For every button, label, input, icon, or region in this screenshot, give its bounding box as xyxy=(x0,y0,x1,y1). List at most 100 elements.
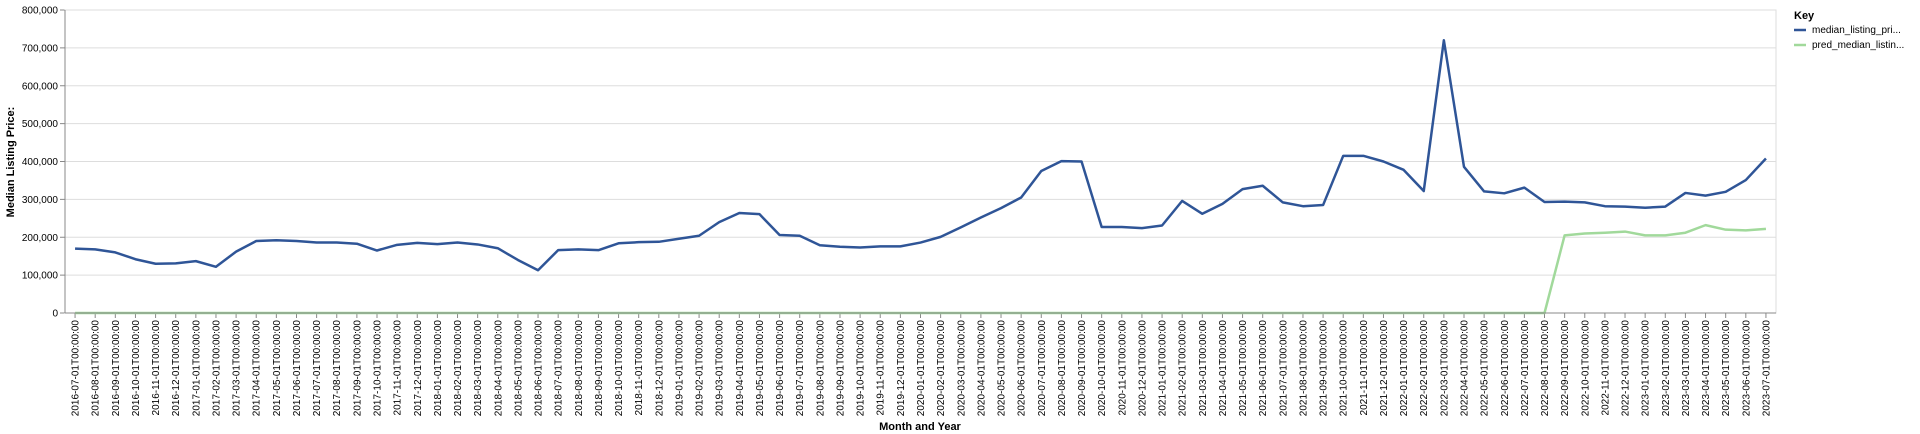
y-axis-title: Median Listing Price: xyxy=(5,107,17,218)
x-tick-label: 2021-09-01T00:00:00 xyxy=(1319,320,1330,417)
y-tick-label: 500,000 xyxy=(22,119,59,130)
legend-title: Key xyxy=(1794,10,1815,22)
x-tick-label: 2018-07-01T00:00:00 xyxy=(554,320,565,417)
x-tick-label: 2019-01-01T00:00:00 xyxy=(674,320,685,417)
x-tick-label: 2018-01-01T00:00:00 xyxy=(433,320,444,417)
x-tick-label: 2018-03-01T00:00:00 xyxy=(473,320,484,417)
y-axis: 0 100,000 200,000 300,000 400,000 500,000 600,… xyxy=(22,6,65,320)
x-tick-label: 2022-02-01T00:00:00 xyxy=(1419,320,1430,417)
x-tick-label: 2019-11-01T00:00:00 xyxy=(876,320,887,416)
x-tick-label: 2022-11-01T00:00:00 xyxy=(1600,320,1611,416)
x-tick-label: 2017-07-01T00:00:00 xyxy=(312,320,323,417)
x-tick-label: 2021-03-01T00:00:00 xyxy=(1198,320,1209,417)
x-tick-label: 2023-06-01T00:00:00 xyxy=(1741,320,1752,417)
x-tick-label: 2019-10-01T00:00:00 xyxy=(856,320,867,417)
x-tick-label: 2017-02-01T00:00:00 xyxy=(211,320,222,417)
x-tick-label: 2020-06-01T00:00:00 xyxy=(1017,320,1028,417)
x-tick-label: 2017-06-01T00:00:00 xyxy=(292,320,303,417)
x-tick-label: 2019-05-01T00:00:00 xyxy=(755,320,766,417)
x-tick-label: 2021-07-01T00:00:00 xyxy=(1278,320,1289,417)
x-tick-label: 2018-02-01T00:00:00 xyxy=(453,320,464,417)
x-tick-label: 2019-12-01T00:00:00 xyxy=(896,320,907,417)
x-axis-title: Month and Year xyxy=(879,421,961,433)
x-tick-label: 2017-11-01T00:00:00 xyxy=(393,320,404,416)
x-tick-label: 2023-02-01T00:00:00 xyxy=(1661,320,1672,417)
x-tick-label: 2019-04-01T00:00:00 xyxy=(735,320,746,417)
x-tick-label: 2020-09-01T00:00:00 xyxy=(1077,320,1088,417)
x-tick-label: 2022-05-01T00:00:00 xyxy=(1480,320,1491,417)
series-line-1 xyxy=(75,39,1767,272)
x-tick-label: 2020-12-01T00:00:00 xyxy=(1137,320,1148,417)
gridlines xyxy=(65,9,1776,314)
y-tick-label: 200,000 xyxy=(22,233,59,244)
x-tick-label: 2020-03-01T00:00:00 xyxy=(956,320,967,417)
x-tick-label: 2020-07-01T00:00:00 xyxy=(1037,320,1048,417)
x-tick-label: 2016-08-01T00:00:00 xyxy=(91,320,102,417)
y-tick-label: 600,000 xyxy=(22,81,59,92)
x-tick-label: 2018-06-01T00:00:00 xyxy=(534,320,545,417)
series-lines xyxy=(75,39,1767,315)
x-tick-label: 2021-10-01T00:00:00 xyxy=(1339,320,1350,417)
x-tick-label: 2019-03-01T00:00:00 xyxy=(715,320,726,417)
x-tick-label: 2022-04-01T00:00:00 xyxy=(1459,320,1470,417)
x-tick-label: 2019-09-01T00:00:00 xyxy=(835,320,846,417)
legend: Key median_listing_pri... pred_median_lis… xyxy=(1794,10,1904,51)
y-tick-label: 700,000 xyxy=(22,43,59,54)
x-tick-label: 2023-07-01T00:00:00 xyxy=(1761,320,1772,417)
x-tick-label: 2021-01-01T00:00:00 xyxy=(1158,320,1169,417)
x-tick-label: 2016-07-01T00:00:00 xyxy=(71,320,82,417)
x-tick-label: 2016-11-01T00:00:00 xyxy=(151,320,162,416)
x-tick-label: 2023-04-01T00:00:00 xyxy=(1701,320,1712,417)
x-tick-label: 2022-07-01T00:00:00 xyxy=(1520,320,1531,417)
x-tick-label: 2021-06-01T00:00:00 xyxy=(1258,320,1269,417)
x-tick-label: 2019-06-01T00:00:00 xyxy=(775,320,786,417)
x-tick-label: 2017-04-01T00:00:00 xyxy=(252,320,263,417)
series-line-2 xyxy=(75,223,1767,315)
x-tick-label: 2022-12-01T00:00:00 xyxy=(1621,320,1632,417)
legend-label: median_listing_pri... xyxy=(1812,25,1901,36)
x-tick-label: 2018-10-01T00:00:00 xyxy=(614,320,625,417)
x-axis: 2016-07-01T00:00:00 2016-08-01T00:00:00 20… xyxy=(71,313,1772,417)
legend-label: pred_median_listin... xyxy=(1812,40,1904,51)
x-tick-label: 2020-02-01T00:00:00 xyxy=(936,320,947,417)
x-tick-label: 2017-09-01T00:00:00 xyxy=(352,320,363,417)
y-tick-label: 800,000 xyxy=(22,6,59,17)
x-tick-label: 2022-06-01T00:00:00 xyxy=(1500,320,1511,417)
x-tick-label: 2017-10-01T00:00:00 xyxy=(373,320,384,417)
x-tick-label: 2018-09-01T00:00:00 xyxy=(594,320,605,417)
x-tick-label: 2017-03-01T00:00:00 xyxy=(232,320,243,417)
x-tick-label: 2020-10-01T00:00:00 xyxy=(1097,320,1108,417)
x-tick-label: 2018-12-01T00:00:00 xyxy=(654,320,665,417)
x-tick-label: 2021-04-01T00:00:00 xyxy=(1218,320,1229,417)
x-tick-label: 2021-05-01T00:00:00 xyxy=(1238,320,1249,417)
x-tick-label: 2017-12-01T00:00:00 xyxy=(413,320,424,417)
x-tick-label: 2018-08-01T00:00:00 xyxy=(574,320,585,417)
x-tick-label: 2021-02-01T00:00:00 xyxy=(1178,320,1189,417)
x-tick-label: 2022-08-01T00:00:00 xyxy=(1540,320,1551,417)
x-tick-label: 2022-09-01T00:00:00 xyxy=(1560,320,1571,417)
x-tick-label: 2022-03-01T00:00:00 xyxy=(1439,320,1450,417)
x-tick-label: 2019-02-01T00:00:00 xyxy=(695,320,706,417)
x-tick-label: 2016-09-01T00:00:00 xyxy=(111,320,122,417)
x-tick-label: 2018-11-01T00:00:00 xyxy=(634,320,645,416)
y-tick-label: 300,000 xyxy=(22,195,59,206)
x-tick-label: 2016-10-01T00:00:00 xyxy=(131,320,142,417)
y-tick-label: 100,000 xyxy=(22,271,59,282)
x-tick-label: 2017-01-01T00:00:00 xyxy=(191,320,202,417)
x-tick-label: 2023-01-01T00:00:00 xyxy=(1641,320,1652,417)
x-tick-label: 2023-03-01T00:00:00 xyxy=(1681,320,1692,417)
x-tick-label: 2017-05-01T00:00:00 xyxy=(272,320,283,417)
x-tick-label: 2019-07-01T00:00:00 xyxy=(795,320,806,417)
x-tick-label: 2019-08-01T00:00:00 xyxy=(815,320,826,417)
x-tick-label: 2020-01-01T00:00:00 xyxy=(916,320,927,417)
x-tick-label: 2016-12-01T00:00:00 xyxy=(171,320,182,417)
x-tick-label: 2018-05-01T00:00:00 xyxy=(513,320,524,417)
x-tick-label: 2017-08-01T00:00:00 xyxy=(332,320,343,417)
x-tick-label: 2022-10-01T00:00:00 xyxy=(1580,320,1591,417)
x-tick-label: 2021-12-01T00:00:00 xyxy=(1379,320,1390,417)
x-tick-label: 2023-05-01T00:00:00 xyxy=(1721,320,1732,417)
y-tick-label: 400,000 xyxy=(22,157,59,168)
x-tick-label: 2021-11-01T00:00:00 xyxy=(1359,320,1370,416)
x-tick-label: 2020-04-01T00:00:00 xyxy=(976,320,987,417)
